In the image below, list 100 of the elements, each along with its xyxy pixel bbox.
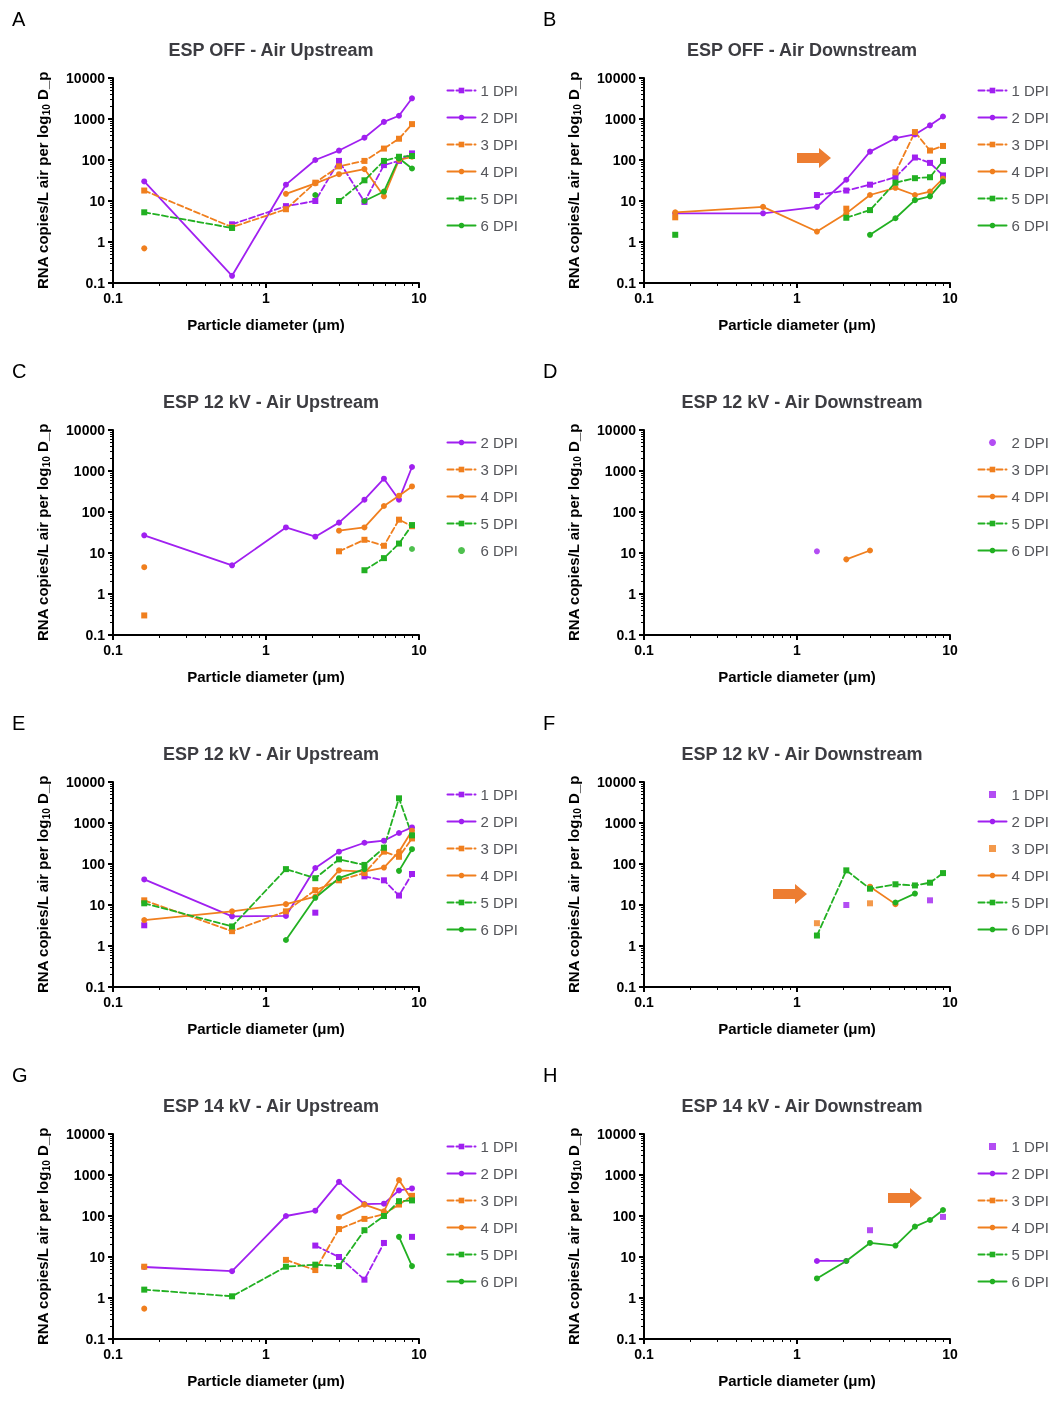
legend-label: 2 DPI [1011,1165,1049,1182]
y-tick-label: 10000 [597,70,637,86]
y-tick-label: 1 [97,1290,106,1306]
x-tick-label: 1 [262,994,271,1010]
x-axis-title: Particle diameter (μm) [718,1020,876,1037]
text: D [543,360,558,383]
legend-label: 5 DPI [1011,515,1049,532]
legend-label: 5 DPI [1011,894,1049,911]
y-axis-title: RNA copies/L air per log10 D_p [33,71,52,289]
x-axis-title: Particle diameter (μm) [187,1020,345,1037]
legend-label: 6 DPI [1011,1273,1049,1290]
legend-label: 4 DPI [480,1219,518,1236]
legend-label: 4 DPI [480,488,518,505]
y-tick-label: 100 [81,152,106,168]
y-tick-label: 10 [89,193,106,209]
legend-label: 3 DPI [480,840,518,857]
legend-label: 4 DPI [1011,1219,1049,1236]
legend-label: 6 DPI [480,217,518,234]
chart-title: ESP 12 kV - Air Downstream [681,744,923,764]
legend-label: 1 DPI [1011,82,1049,99]
x-tick-label: 1 [793,1346,802,1362]
legend-label: 2 DPI [480,813,518,830]
y-tick-label: 0.1 [616,275,637,291]
y-tick-label: 1 [628,938,637,954]
text: B [543,8,557,31]
legend-label: 4 DPI [480,163,518,180]
chart-title: ESP 12 kV - Air Downstream [681,392,923,412]
y-tick-label: 100 [612,1208,637,1224]
legend-label: 3 DPI [480,461,518,478]
legend-label: 4 DPI [1011,163,1049,180]
legend-label: 5 DPI [480,190,518,207]
text: E [12,712,26,735]
x-axis-title: Particle diameter (μm) [187,668,345,685]
y-axis-title: RNA copies/L air per log10 D_p [33,775,52,993]
y-tick-label: 1 [628,234,637,250]
legend-label: 3 DPI [1011,1192,1049,1209]
text: A [12,8,26,31]
y-tick-label: 100 [612,856,637,872]
y-tick-label: 0.1 [85,275,106,291]
x-tick-label: 10 [942,642,958,658]
y-tick-label: 0.1 [616,627,637,643]
y-tick-label: 100 [81,504,106,520]
y-tick-label: 10 [89,1249,106,1265]
y-tick-label: 0.1 [85,979,106,995]
y-tick-label: 1000 [604,111,637,127]
x-axis-title: Particle diameter (μm) [187,316,345,333]
y-axis-title: RNA copies/L air per log10 D_p [33,423,52,641]
y-tick-label: 0.1 [85,1331,106,1347]
y-tick-label: 0.1 [616,1331,637,1347]
legend-label: 5 DPI [480,515,518,532]
chart-title: ESP OFF - Air Downstream [686,40,918,60]
y-tick-label: 1 [97,586,106,602]
x-tick-label: 10 [411,642,427,658]
legend-label: 6 DPI [480,542,518,559]
y-tick-label: 10 [89,545,106,561]
y-tick-label: 1000 [604,1167,637,1183]
legend-label: 6 DPI [480,921,518,938]
y-tick-label: 1000 [73,1167,106,1183]
y-tick-label: 0.1 [616,979,637,995]
y-tick-label: 100 [612,504,637,520]
chart-title: ESP 14 kV - Air Downstream [681,1096,923,1116]
legend-label: 6 DPI [1011,921,1049,938]
text: H [543,1064,558,1087]
y-axis-title: RNA copies/L air per log10 D_p [564,423,583,641]
chart-title: ESP 14 kV - Air Upstream [162,1096,380,1116]
y-tick-label: 10 [620,545,637,561]
y-tick-label: 1000 [73,111,106,127]
x-axis-title: Particle diameter (μm) [187,1372,345,1389]
y-axis-title: RNA copies/L air per log10 D_p [564,1127,583,1345]
legend-label: 1 DPI [1011,1138,1049,1155]
legend-label: 1 DPI [480,82,518,99]
text: C [12,360,27,383]
legend-label: 2 DPI [1011,813,1049,830]
x-tick-label: 1 [262,642,271,658]
y-axis-title: RNA copies/L air per log10 D_p [564,775,583,993]
x-tick-label: 1 [793,994,802,1010]
legend-label: 2 DPI [1011,434,1049,451]
y-tick-label: 10 [620,193,637,209]
x-axis-title: Particle diameter (μm) [718,316,876,333]
legend-label: 6 DPI [1011,217,1049,234]
legend-label: 5 DPI [1011,190,1049,207]
legend-label: 6 DPI [480,1273,518,1290]
y-tick-label: 10000 [597,422,637,438]
x-tick-label: 10 [942,1346,958,1362]
x-tick-label: 1 [262,1346,271,1362]
x-tick-label: 10 [942,994,958,1010]
x-tick-label: 1 [793,290,802,306]
legend-label: 2 DPI [1011,109,1049,126]
x-tick-label: 10 [411,994,427,1010]
y-tick-label: 10 [620,897,637,913]
legend-label: 3 DPI [1011,461,1049,478]
legend-label: 4 DPI [1011,867,1049,884]
y-axis-title: RNA copies/L air per log10 D_p [564,71,583,289]
y-tick-label: 10000 [66,1126,106,1142]
legend-label: 3 DPI [480,1192,518,1209]
y-tick-label: 10000 [66,422,106,438]
y-tick-label: 10000 [66,70,106,86]
y-tick-label: 1000 [73,463,106,479]
x-tick-label: 1 [262,290,271,306]
chart-title: ESP OFF - Air Upstream [168,40,374,60]
